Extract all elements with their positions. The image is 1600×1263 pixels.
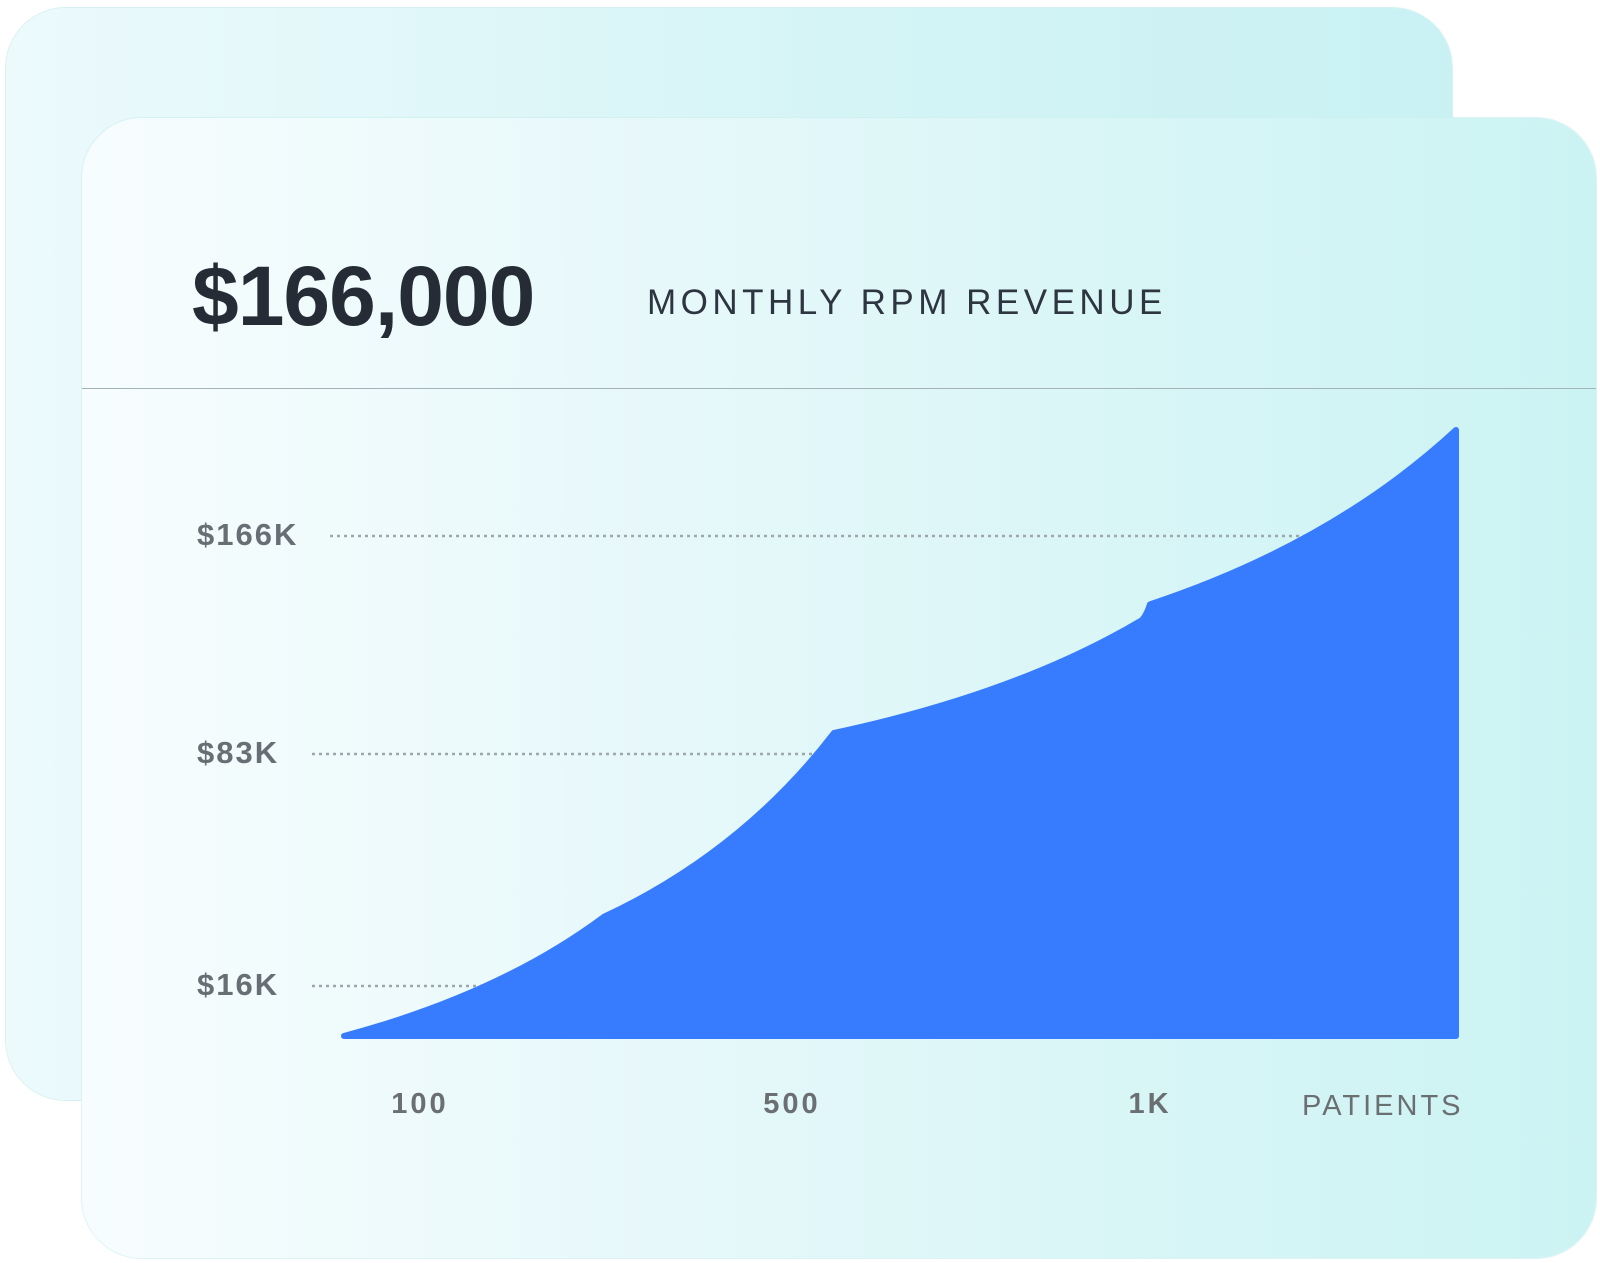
x-axis-title: PATIENTS bbox=[1302, 1090, 1464, 1122]
revenue-area-chart bbox=[312, 427, 1459, 1039]
y-tick-label: $166K bbox=[197, 517, 299, 552]
y-tick-label: $16K bbox=[197, 967, 280, 1002]
revenue-area bbox=[341, 427, 1459, 1039]
revenue-caption: MONTHLY RPM REVENUE bbox=[647, 283, 1167, 322]
x-tick-label: 100 bbox=[391, 1088, 449, 1120]
revenue-value: $166,000 bbox=[192, 249, 535, 343]
x-tick-label: 1K bbox=[1128, 1088, 1172, 1120]
y-tick-label: $83K bbox=[197, 735, 280, 770]
header-divider bbox=[82, 388, 1596, 389]
revenue-card: $166,000 MONTHLY RPM REVENUE $16K $83K $16… bbox=[82, 118, 1596, 1258]
x-tick-label: 500 bbox=[763, 1088, 821, 1120]
